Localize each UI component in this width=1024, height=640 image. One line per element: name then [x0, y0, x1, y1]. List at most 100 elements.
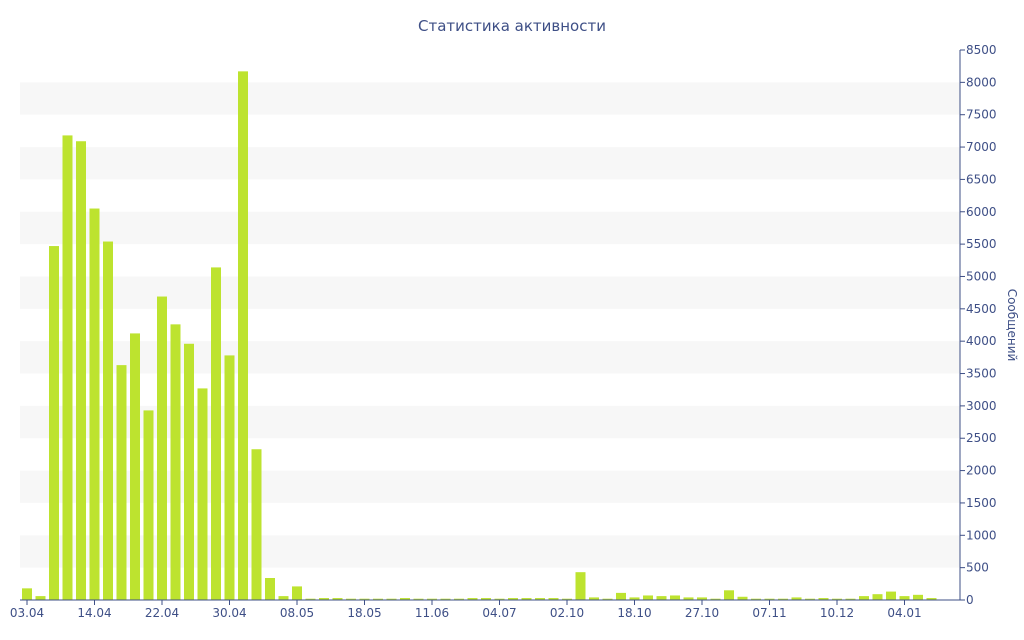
bar	[76, 141, 86, 600]
y-tick-label: 4500	[966, 302, 997, 316]
bar	[278, 596, 289, 600]
y-tick-label: 3000	[966, 399, 997, 413]
bar	[629, 597, 640, 600]
bar	[818, 598, 829, 600]
bar	[737, 596, 748, 600]
bar	[643, 595, 653, 600]
bar	[359, 598, 370, 600]
bar	[778, 598, 788, 600]
bar	[521, 598, 532, 600]
bar	[35, 596, 46, 600]
bar	[103, 241, 113, 600]
y-axis: 0 500 1000 1500 2000 2500 3000 3500 4000 4500 5000…	[960, 43, 997, 607]
x-tick-label: 18.10	[617, 606, 651, 620]
bar	[265, 578, 275, 600]
y-tick-label: 1000	[966, 528, 997, 542]
bar	[764, 598, 775, 600]
x-tick-label: 08.05	[280, 606, 314, 620]
x-tick-label: 18.05	[347, 606, 381, 620]
bar	[508, 598, 518, 600]
bar	[305, 598, 316, 600]
bar	[926, 598, 937, 600]
x-tick-label: 11.06	[415, 606, 449, 620]
bar	[899, 596, 910, 600]
bar	[89, 208, 100, 600]
bar	[170, 324, 181, 600]
bar	[805, 598, 815, 600]
bar	[440, 598, 451, 600]
bar	[589, 597, 599, 600]
y-tick-label: 4000	[966, 334, 997, 348]
y-tick-label: 7000	[966, 140, 997, 154]
y-axis-label: Сообщений	[1005, 289, 1019, 362]
bar	[22, 588, 32, 600]
bar	[683, 597, 694, 600]
bars	[22, 71, 937, 601]
bar	[886, 591, 896, 600]
bar	[602, 598, 613, 600]
bar	[130, 333, 140, 600]
y-tick-label: 2500	[966, 431, 997, 445]
bar	[116, 365, 127, 600]
y-tick-label: 500	[966, 561, 989, 575]
bar	[670, 595, 680, 600]
bar	[697, 597, 707, 600]
y-tick-label: 6000	[966, 205, 997, 219]
x-tick-label: 14.04	[77, 606, 111, 620]
x-axis: 03.04 14.04 22.04 30.04 08.05 18.05 11.06 04.07…	[10, 600, 922, 620]
bar	[373, 598, 383, 600]
y-tick-label: 5500	[966, 237, 997, 251]
bar	[616, 592, 626, 600]
bar	[872, 594, 883, 600]
bar	[494, 598, 505, 600]
bar	[845, 598, 856, 600]
y-tick-label: 8000	[966, 75, 997, 89]
bar	[467, 598, 478, 600]
y-tick-label: 3500	[966, 367, 997, 381]
bar	[913, 594, 923, 600]
bar	[211, 267, 221, 600]
bar	[332, 598, 343, 600]
bar	[832, 598, 842, 600]
bar	[427, 598, 437, 600]
bar	[454, 598, 464, 600]
grid-bands	[20, 82, 960, 568]
grid-band	[20, 147, 960, 180]
bar	[481, 598, 491, 600]
bar	[656, 596, 667, 600]
bar	[238, 71, 248, 600]
x-tick-label: 27.10	[685, 606, 719, 620]
y-tick-label: 5000	[966, 269, 997, 283]
bar	[251, 449, 262, 600]
y-tick-label: 1500	[966, 496, 997, 510]
bar	[548, 598, 559, 600]
x-tick-label: 03.04	[10, 606, 44, 620]
bar	[319, 598, 329, 600]
bar	[575, 572, 586, 600]
grid-band	[20, 276, 960, 309]
bar	[535, 598, 545, 600]
bar	[751, 598, 761, 600]
bar	[292, 586, 302, 600]
bar	[710, 598, 721, 600]
bar	[184, 343, 194, 600]
bar	[724, 590, 734, 600]
x-tick-label: 04.01	[887, 606, 921, 620]
bar	[400, 598, 410, 600]
bar	[143, 410, 154, 600]
bar	[346, 598, 356, 600]
bar	[197, 388, 208, 600]
bar	[386, 598, 397, 600]
x-tick-label: 10.12	[820, 606, 854, 620]
bar	[49, 246, 59, 600]
bar	[413, 598, 424, 600]
bar	[157, 296, 167, 600]
y-tick-label: 8500	[966, 43, 997, 57]
grid-band	[20, 82, 960, 115]
bar	[62, 135, 73, 601]
chart-title: Статистика активности	[418, 17, 606, 35]
y-tick-label: 7500	[966, 108, 997, 122]
y-tick-label: 6500	[966, 172, 997, 186]
bar	[791, 597, 802, 600]
